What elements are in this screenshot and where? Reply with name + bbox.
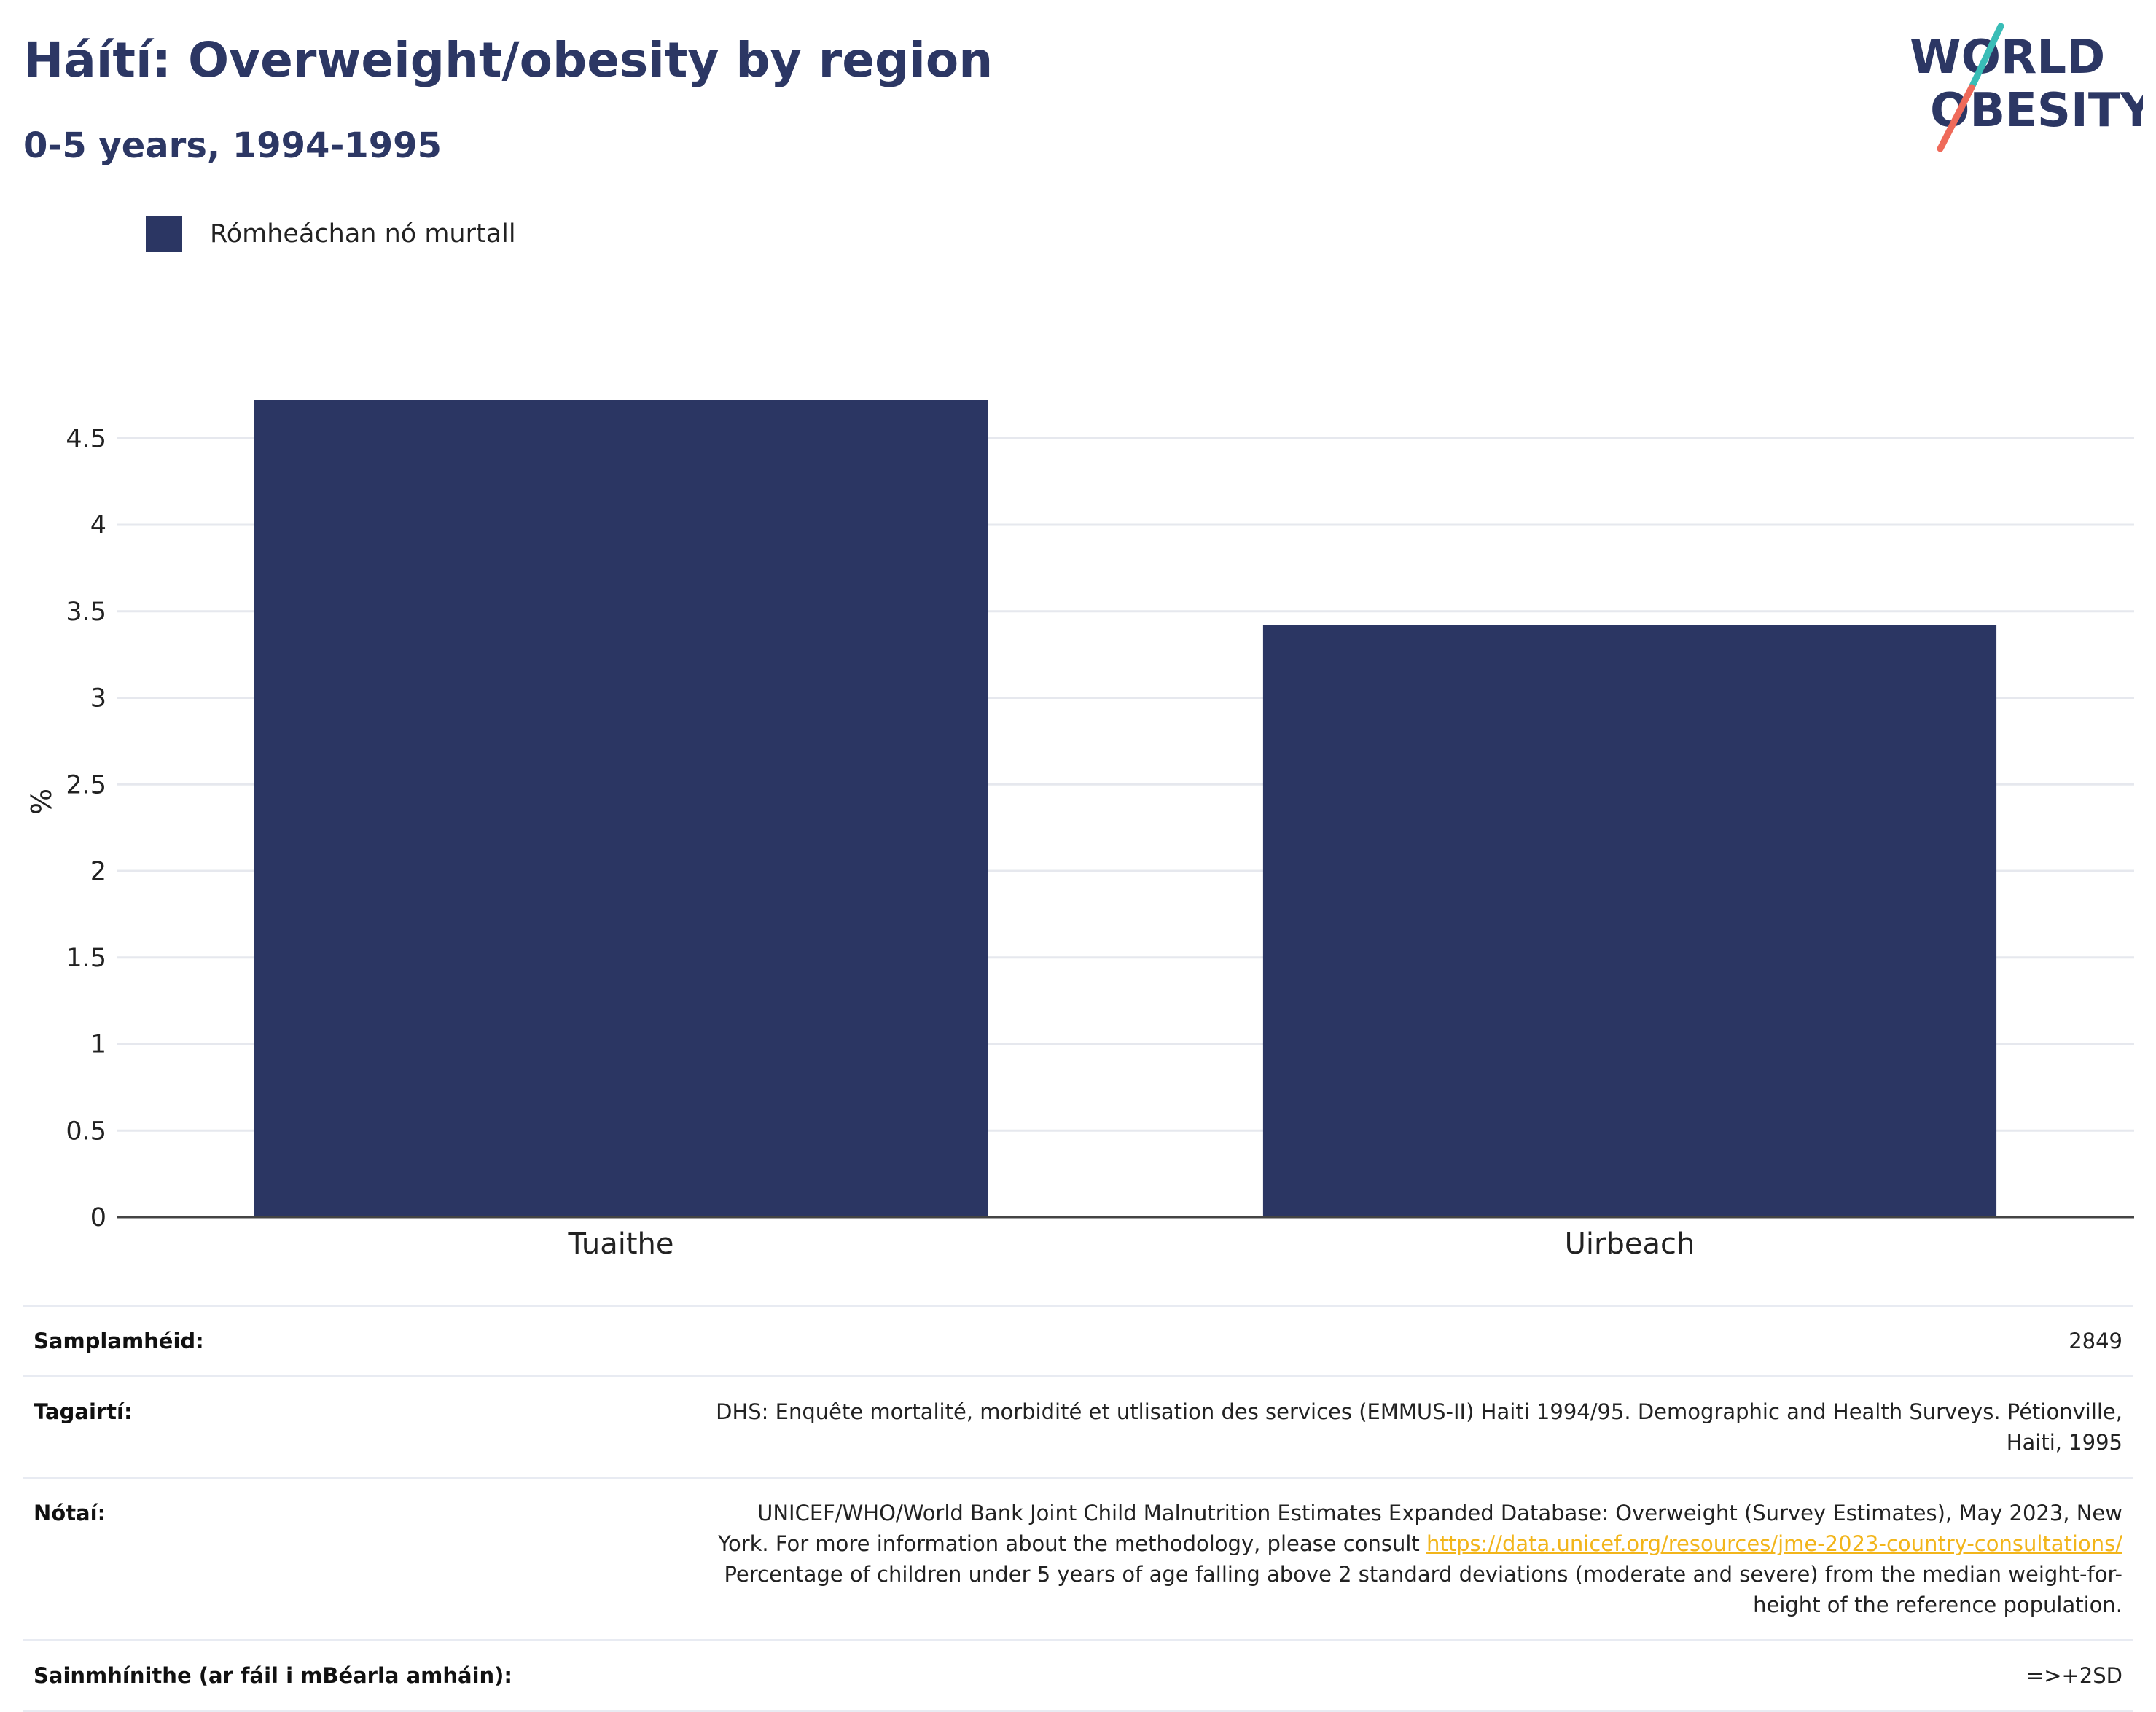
legend-label: Rómheáchan nó murtall (210, 219, 516, 249)
notes-label: Nótaí: (23, 1477, 700, 1641)
info-row-references: Tagairtí: DHS: Enquête mortalité, morbid… (23, 1375, 2133, 1479)
references-value: DHS: Enquête mortalité, morbidité et utl… (700, 1375, 2133, 1479)
logo-line1: WORLD (1910, 31, 2105, 85)
y-tick-label: 3 (90, 684, 106, 714)
legend-swatch (146, 216, 182, 252)
notes-text-after: Percentage of children under 5 years of … (724, 1562, 2122, 1617)
info-table: Samplamhéid: 2849 Tagairtí: DHS: Enquête… (23, 1305, 2133, 1712)
definitions-label: Sainmhínithe (ar fáil i mBéarla amháin): (23, 1639, 700, 1712)
y-tick-label: 3.5 (66, 598, 106, 627)
legend[interactable]: Rómheáchan nó murtall (146, 216, 516, 252)
chart-subtitle: 0-5 years, 1994-1995 (23, 125, 442, 166)
world-obesity-logo: WORLD OBESITY (1910, 23, 2143, 152)
bar-chart: 0 0.5 1 1.5 2 2.5 3 3.5 4 4.5 Tuaithe Uirbeach% (26, 400, 2134, 1261)
logo-slash-top (1968, 23, 2004, 91)
sample-size-label: Samplamhéid: (23, 1305, 700, 1377)
info-row-definitions: Sainmhínithe (ar fáil i mBéarla amháin):… (23, 1639, 2133, 1712)
references-label: Tagairtí: (23, 1375, 700, 1479)
y-tick-label: 4.5 (66, 424, 106, 453)
x-category-label: Uirbeach (1565, 1227, 1695, 1261)
notes-link[interactable]: https://data.unicef.org/resources/jme-20… (1426, 1531, 2122, 1556)
info-row-sample-size: Samplamhéid: 2849 (23, 1305, 2133, 1377)
y-tick-label: 1 (90, 1031, 106, 1060)
info-row-notes: Nótaí: UNICEF/WHO/World Bank Joint Child… (23, 1477, 2133, 1641)
x-category-label: Tuaithe (568, 1227, 674, 1261)
y-tick-label: 2.5 (66, 770, 106, 800)
y-tick-label: 4 (90, 511, 106, 540)
y-tick-label: 1.5 (66, 944, 106, 973)
logo-slash-bottom (1937, 84, 1975, 152)
notes-text-before: UNICEF/WHO/World Bank Joint Child Malnut… (718, 1501, 2122, 1556)
bar (254, 400, 988, 1217)
y-tick-label: 0.5 (66, 1117, 106, 1146)
chart-title: Háítí: Overweight/obesity by region (23, 32, 993, 88)
y-axis-label: % (26, 789, 58, 815)
bar (1262, 625, 1997, 1217)
y-tick-label: 2 (90, 857, 106, 886)
sample-size-value: 2849 (700, 1305, 2133, 1377)
definitions-value: =>+2SD (700, 1639, 2133, 1712)
notes-value: UNICEF/WHO/World Bank Joint Child Malnut… (700, 1477, 2133, 1641)
y-tick-label: 0 (90, 1203, 106, 1232)
